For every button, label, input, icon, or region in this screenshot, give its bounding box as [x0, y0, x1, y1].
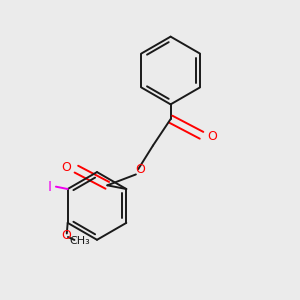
Text: O: O — [135, 163, 145, 176]
Text: O: O — [61, 229, 71, 242]
Text: I: I — [48, 180, 52, 194]
Text: O: O — [207, 130, 217, 143]
Text: O: O — [61, 161, 71, 174]
Text: CH₃: CH₃ — [69, 236, 90, 246]
